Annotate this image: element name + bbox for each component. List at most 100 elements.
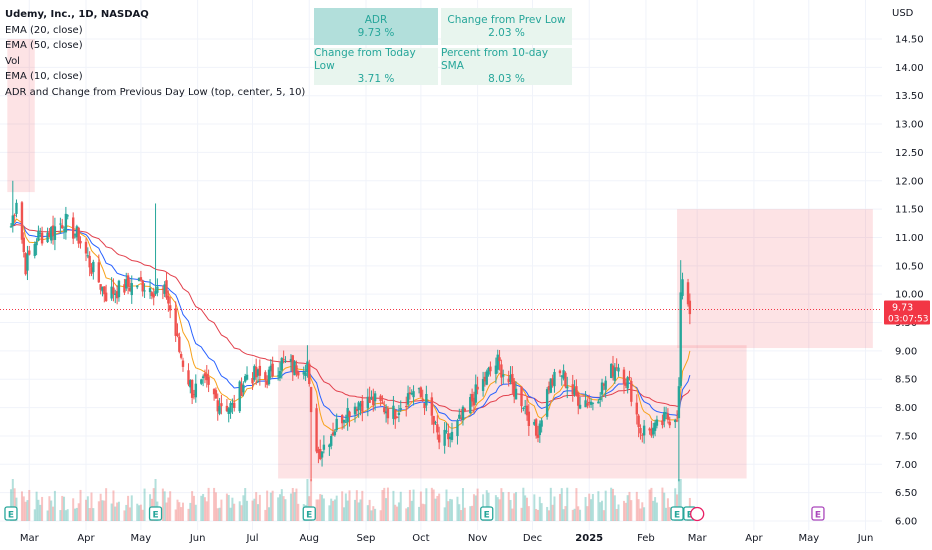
- candle-body: [218, 406, 221, 414]
- candle-body: [143, 290, 146, 292]
- candle-body: [24, 253, 27, 275]
- candle-body: [315, 408, 318, 452]
- candle-body: [540, 420, 543, 427]
- candle-body: [308, 363, 311, 385]
- candle-body: [522, 407, 525, 409]
- legend-ema20: EMA (20, close): [5, 24, 83, 36]
- volume-bar: [255, 492, 258, 521]
- candle-body: [207, 376, 210, 385]
- volume-bar: [11, 479, 14, 521]
- volume-bar: [663, 492, 666, 521]
- candle-body: [538, 423, 542, 436]
- candle-body: [511, 373, 514, 385]
- candle-body: [150, 292, 154, 296]
- volume-bar: [293, 492, 296, 521]
- volume-bar: [64, 510, 67, 521]
- candle-body: [373, 393, 377, 402]
- volume-bar: [408, 489, 411, 521]
- volume-bar: [677, 479, 680, 521]
- volume-bar: [469, 506, 472, 521]
- candle-body: [346, 407, 349, 422]
- volume-bar: [77, 503, 80, 521]
- candle-body: [271, 363, 274, 377]
- volume-bar: [626, 495, 629, 521]
- candle-body: [130, 283, 133, 296]
- candle-body: [302, 372, 305, 375]
- candle-body: [502, 374, 505, 377]
- volume-bar: [161, 488, 164, 521]
- candle-body: [483, 376, 487, 382]
- volume-bar: [99, 493, 102, 521]
- candle-body: [293, 361, 296, 376]
- candle-body: [461, 406, 465, 421]
- volume-bar: [128, 507, 131, 521]
- candle-body: [123, 284, 126, 293]
- volume-bar: [458, 504, 461, 521]
- x-tick-label: Feb: [637, 533, 655, 544]
- volume-bar: [383, 487, 386, 521]
- candle-body: [494, 365, 498, 374]
- volume-bar: [332, 500, 335, 521]
- volume-bar: [269, 492, 272, 521]
- volume-bar: [546, 506, 549, 521]
- volume-bar: [526, 497, 529, 521]
- x-tick-label: Jul: [245, 533, 258, 544]
- candle-body: [355, 408, 359, 412]
- volume-bar: [97, 501, 100, 521]
- candle-body: [244, 376, 247, 382]
- candle-body: [71, 217, 75, 239]
- volume-bar: [315, 499, 318, 521]
- volume-bar: [203, 497, 206, 521]
- volume-bar: [85, 499, 88, 521]
- candle-body: [66, 215, 69, 217]
- candle-body: [117, 280, 121, 298]
- volume-bar: [165, 502, 168, 521]
- volume-bar: [461, 488, 464, 521]
- currency-label[interactable]: USD: [892, 8, 914, 19]
- volume-bar: [214, 492, 217, 521]
- volume-bar: [562, 509, 565, 521]
- volume-bar: [88, 508, 91, 521]
- candle-body: [289, 358, 293, 362]
- candle-body: [666, 413, 670, 420]
- volume-bar: [630, 500, 633, 521]
- volume-bar: [330, 498, 333, 521]
- volume-bar: [75, 507, 78, 521]
- volume-bar: [522, 487, 525, 521]
- volume-bar: [225, 493, 228, 521]
- candle-body: [114, 293, 117, 296]
- earnings-marker: [480, 506, 494, 521]
- volume-bar: [123, 510, 126, 521]
- candle-body: [359, 403, 362, 407]
- candle-body: [560, 375, 563, 377]
- volume-bar: [200, 495, 203, 521]
- candle-body: [383, 407, 386, 413]
- chart-legend: Udemy, Inc., 1D, NASDAQ EMA (20, close) …: [5, 7, 305, 100]
- volume-bar: [136, 503, 139, 521]
- y-tick-label: 6.00: [895, 517, 917, 528]
- stat-label: Change from Today Low: [314, 47, 416, 72]
- volume-bar: [267, 507, 270, 521]
- volume-bar: [617, 504, 620, 521]
- candle-body: [637, 415, 640, 428]
- candle-body: [635, 402, 638, 415]
- volume-bar: [615, 508, 618, 521]
- volume-bar: [280, 489, 283, 521]
- candle-body: [664, 412, 668, 414]
- volume-bar: [612, 488, 615, 521]
- candle-body: [458, 414, 461, 419]
- candle-body: [397, 412, 401, 415]
- candle-body: [525, 405, 529, 416]
- candle-body: [430, 397, 434, 416]
- volume-bar: [13, 488, 16, 521]
- volume-bar: [443, 507, 446, 521]
- volume-bar: [590, 499, 593, 521]
- volume-bar: [66, 509, 69, 521]
- volume-bar: [28, 489, 31, 521]
- candle-body: [33, 243, 36, 256]
- volume-bar: [447, 501, 450, 521]
- volume-bar: [361, 490, 364, 521]
- candle-body: [571, 384, 574, 395]
- volume-bar: [432, 489, 435, 521]
